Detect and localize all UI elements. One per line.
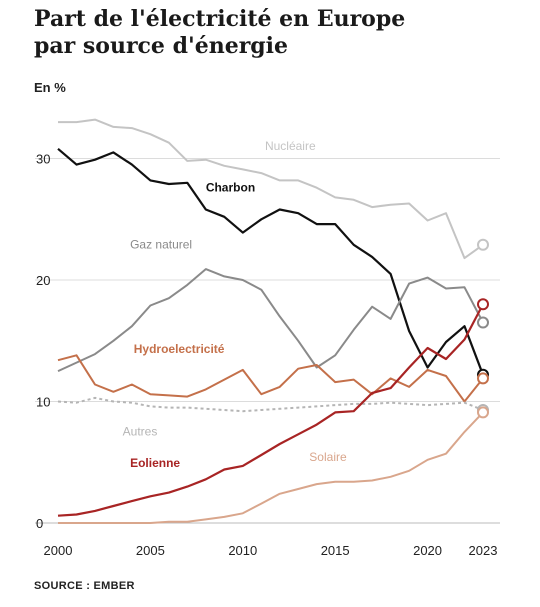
series-line-eolienne	[57, 303, 484, 517]
series-label-eolienne: Eolienne	[130, 456, 180, 470]
x-tick-label-2000: 2000	[44, 543, 73, 558]
gridlines	[35, 158, 500, 524]
source-note: SOURCE : EMBER	[34, 580, 135, 592]
endpoint-eolienne	[477, 298, 489, 311]
series-line-nucleaire	[58, 118, 484, 260]
series-label-nucleaire: Nucléaire	[265, 139, 316, 153]
endpoint-solaire	[477, 406, 489, 419]
chart-title: Part de l'électricité en Europe par sour…	[34, 6, 504, 60]
x-tick-label-2010: 2010	[228, 543, 257, 558]
y-tick-label-0: 0	[36, 516, 43, 531]
series-line-gaz-naturel	[57, 268, 484, 373]
series-label-gaz-naturel: Gaz naturel	[130, 237, 192, 251]
series-label-charbon: Charbon	[206, 180, 255, 194]
y-tick-label-10: 10	[36, 395, 50, 410]
title-line-1: Part de l'électricité en Europe	[34, 6, 406, 32]
y-tick-label-20: 20	[36, 273, 50, 288]
endpoint-gaz-naturel	[477, 316, 489, 329]
x-axis-ticks: 2000 2005 2010 2015 2020 2023	[44, 543, 498, 558]
x-tick-label-2020: 2020	[413, 543, 442, 558]
y-axis-unit-label: En %	[34, 80, 66, 95]
series-line-solaire	[58, 411, 484, 524]
endpoint-nucleaire	[477, 238, 489, 251]
x-tick-label-2005: 2005	[136, 543, 165, 558]
y-axis-ticks: 0 10 20 30	[36, 152, 50, 532]
x-tick-label-2015: 2015	[321, 543, 350, 558]
series-lines	[57, 118, 489, 524]
series-line-hydroelectricite	[57, 354, 484, 403]
series-labels: Nucléaire Charbon Gaz naturel Hydroelectric…	[123, 139, 347, 470]
series-label-autres: Autres	[123, 425, 158, 439]
x-tick-label-2023: 2023	[469, 543, 498, 558]
series-label-hydroelectricite: Hydroelectricité	[134, 342, 225, 356]
endpoint-hydroelectricite	[477, 372, 489, 385]
y-tick-label-30: 30	[36, 152, 50, 167]
series-label-solaire: Solaire	[309, 450, 347, 464]
title-line-2: par source d'énergie	[34, 33, 289, 59]
series-line-charbon	[57, 147, 485, 376]
series-line-autres	[57, 396, 484, 413]
